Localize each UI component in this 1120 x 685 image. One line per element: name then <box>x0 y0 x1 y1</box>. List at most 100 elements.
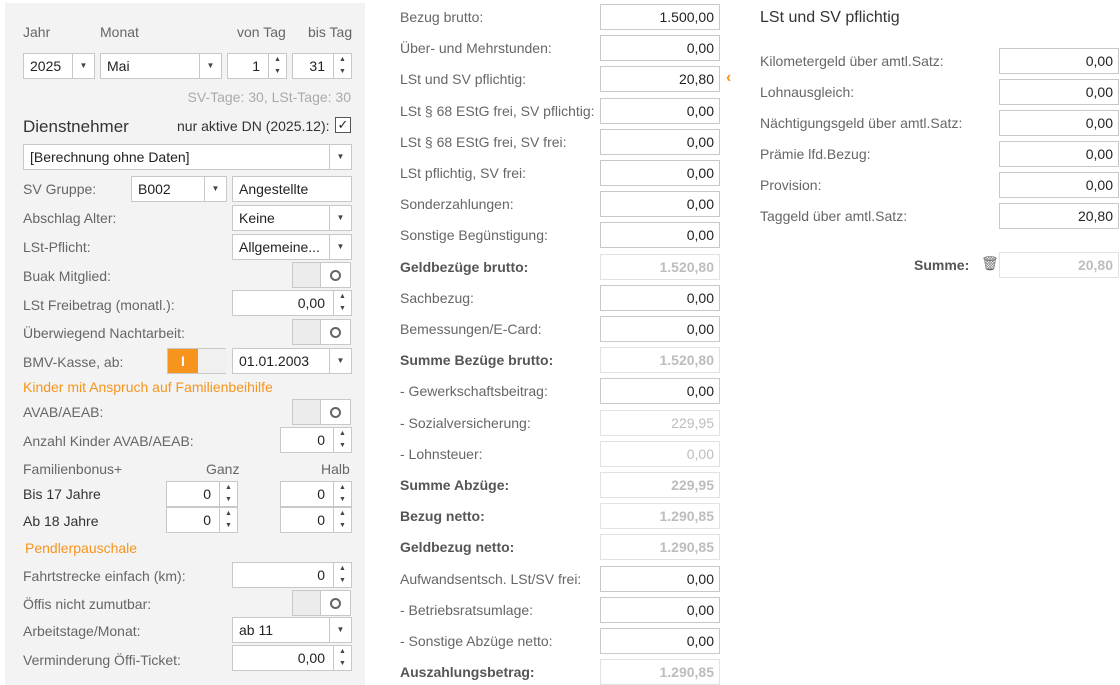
distance-stepper[interactable]: 0 ▲ ▼ <box>232 562 352 588</box>
trash-icon[interactable]: 🗑 <box>981 255 999 271</box>
public-label: Öffis nicht zumutbar: <box>23 596 152 612</box>
under17-half-stepper[interactable]: 0 ▲ ▼ <box>280 481 352 507</box>
spin-arrows-icon[interactable]: ▲ ▼ <box>333 482 351 506</box>
freibetrag-stepper[interactable]: 0,00 ▲ ▼ <box>232 290 352 316</box>
calc-row-value: 1.290,85 <box>600 534 720 561</box>
workdays-select[interactable]: ab 11 ▼ <box>232 617 352 643</box>
chevron-down-icon[interactable]: ▼ <box>329 618 351 642</box>
calc-row-input[interactable]: 0,00 <box>600 316 720 342</box>
workdays-value: ab 11 <box>239 622 273 638</box>
bonus-label: Familienbonus+ <box>23 461 123 477</box>
avab-toggle[interactable] <box>292 399 351 425</box>
detail-row-label: Lohnausgleich: <box>760 84 855 100</box>
to-day-stepper[interactable]: 31 ▲ ▼ <box>292 53 352 79</box>
calc-row-label: - Lohnsteuer: <box>400 445 483 462</box>
calc-row-value: 1.520,80 <box>600 253 720 280</box>
chevron-down-icon[interactable]: ▼ <box>329 349 351 373</box>
month-select[interactable]: Mai ▼ <box>100 53 222 79</box>
nachtarbeit-label: Überwiegend Nachtarbeit: <box>23 325 185 341</box>
detail-row-input[interactable]: 0,00 <box>999 79 1119 105</box>
detail-title: LSt und SV pflichtig <box>760 9 900 26</box>
spin-arrows-icon[interactable]: ▲ ▼ <box>333 428 351 452</box>
calc-row-input[interactable]: 0,00 <box>600 628 720 654</box>
from-day-stepper[interactable]: 1 ▲ ▼ <box>227 53 287 79</box>
chevron-down-icon[interactable]: ▼ <box>329 145 351 169</box>
distance-value: 0 <box>317 567 325 583</box>
detail-row-input[interactable]: 0,00 <box>999 141 1119 167</box>
ticket-stepper[interactable]: 0,00 ▲ ▼ <box>232 645 352 671</box>
calc-row-value: 229,95 <box>600 409 720 436</box>
calc-row-label: Sonstige Begünstigung: <box>400 227 548 244</box>
calc-row-label: Sonderzahlungen: <box>400 196 514 213</box>
calc-row-input[interactable]: 0,00 <box>600 378 720 405</box>
detail-row-label: Kilometergeld über amtl.Satz: <box>760 53 944 69</box>
chevron-down-icon[interactable]: ▼ <box>199 54 221 78</box>
to-day-label: bis Tag <box>308 24 353 40</box>
nachtarbeit-toggle[interactable] <box>292 319 351 345</box>
active-only-checkbox[interactable]: ✓ <box>335 117 351 133</box>
abschlag-select[interactable]: Keine ▼ <box>232 205 352 231</box>
detail-row-input[interactable]: 0,00 <box>999 172 1119 198</box>
calc-row-label: Aufwandsentsch. LSt/SV frei: <box>400 570 582 587</box>
detail-row-label: Prämie lfd.Bezug: <box>760 146 871 162</box>
calc-row-input[interactable]: 0,00 <box>600 97 720 124</box>
chevron-down-icon[interactable]: ▼ <box>204 177 226 201</box>
calc-row-label: LSt und SV pflichtig: <box>400 71 527 88</box>
ticket-label: Verminderung Öffi-Ticket: <box>23 652 181 668</box>
detail-row-input[interactable]: 0,00 <box>999 110 1119 136</box>
to-day-value: 31 <box>309 58 325 74</box>
bmv-toggle[interactable]: I <box>167 348 226 374</box>
avab-label: AVAB/AEAB: <box>23 404 104 420</box>
lst-pflicht-select[interactable]: Allgemeine... ▼ <box>232 234 352 260</box>
spin-arrows-icon[interactable]: ▲ ▼ <box>219 482 237 506</box>
sv-group-select[interactable]: B002 ▼ <box>131 176 227 202</box>
calc-row-input[interactable]: 1.500,00 <box>600 4 720 30</box>
children-heading: Kinder mit Anspruch auf Familienbeihilfe <box>23 379 273 395</box>
calc-row-input[interactable]: 0,00 <box>600 160 720 186</box>
over18-half-stepper[interactable]: 0 ▲ ▼ <box>280 507 352 533</box>
calc-row-input[interactable]: 20,80 <box>600 66 720 93</box>
year-select[interactable]: 2025 ▼ <box>23 53 95 79</box>
spin-arrows-icon[interactable]: ▲ ▼ <box>333 291 351 315</box>
commuter-heading: Pendlerpauschale <box>25 540 138 556</box>
calc-row-input[interactable]: 0,00 <box>600 565 720 592</box>
public-toggle[interactable] <box>292 590 351 616</box>
spin-arrows-icon[interactable]: ▲ ▼ <box>333 563 351 587</box>
under17-full-stepper[interactable]: 0 ▲ ▼ <box>166 481 238 507</box>
calc-row-label: Geldbezüge brutto: <box>400 258 529 275</box>
spin-arrows-icon[interactable]: ▲ ▼ <box>333 646 351 670</box>
half-label: Halb <box>321 461 350 477</box>
off-circle-icon <box>330 597 341 609</box>
year-label: Jahr <box>23 24 51 40</box>
detail-row-input[interactable]: 20,80 <box>999 203 1119 229</box>
distance-label: Fahrtstrecke einfach (km): <box>23 568 186 584</box>
chevron-down-icon[interactable]: ▼ <box>72 54 94 78</box>
chevron-down-icon[interactable]: ▼ <box>329 235 351 259</box>
bmv-date-select[interactable]: 01.01.2003 ▼ <box>232 348 352 374</box>
chevron-down-icon[interactable]: ▼ <box>329 206 351 230</box>
children-count-stepper[interactable]: 0 ▲ ▼ <box>280 427 352 453</box>
month-value: Mai <box>107 58 130 74</box>
spin-arrows-icon[interactable]: ▲ ▼ <box>268 54 286 78</box>
full-label: Ganz <box>206 461 240 477</box>
spin-arrows-icon[interactable]: ▲ ▼ <box>333 508 351 532</box>
calc-row-input[interactable]: 0,00 <box>600 222 720 249</box>
detail-row-label: Nächtigungsgeld über amtl.Satz: <box>760 115 963 131</box>
over18-full-stepper[interactable]: 0 ▲ ▼ <box>166 507 238 533</box>
calc-row-input[interactable]: 0,00 <box>600 35 720 62</box>
spin-arrows-icon[interactable]: ▲ ▼ <box>333 54 351 78</box>
calc-row-input[interactable]: 0,00 <box>600 596 720 623</box>
calc-row-input[interactable]: 0,00 <box>600 191 720 218</box>
chevron-left-icon[interactable]: ‹ <box>726 69 732 86</box>
spin-arrows-icon[interactable]: ▲ ▼ <box>219 508 237 532</box>
sum-value: 20,80 <box>999 252 1119 278</box>
ticket-value: 0,00 <box>297 650 325 666</box>
buak-toggle[interactable] <box>292 262 351 288</box>
calc-row-label: Sachbezug: <box>400 289 474 306</box>
detail-row-input[interactable]: 0,00 <box>999 48 1119 74</box>
calc-row-input[interactable]: 0,00 <box>600 284 720 311</box>
children-count-value: 0 <box>317 432 325 448</box>
calc-row-input[interactable]: 0,00 <box>600 128 720 155</box>
lst-pflicht-label: LSt-Pflicht: <box>23 239 91 255</box>
employee-select[interactable]: [Berechnung ohne Daten] ▼ <box>23 144 352 170</box>
